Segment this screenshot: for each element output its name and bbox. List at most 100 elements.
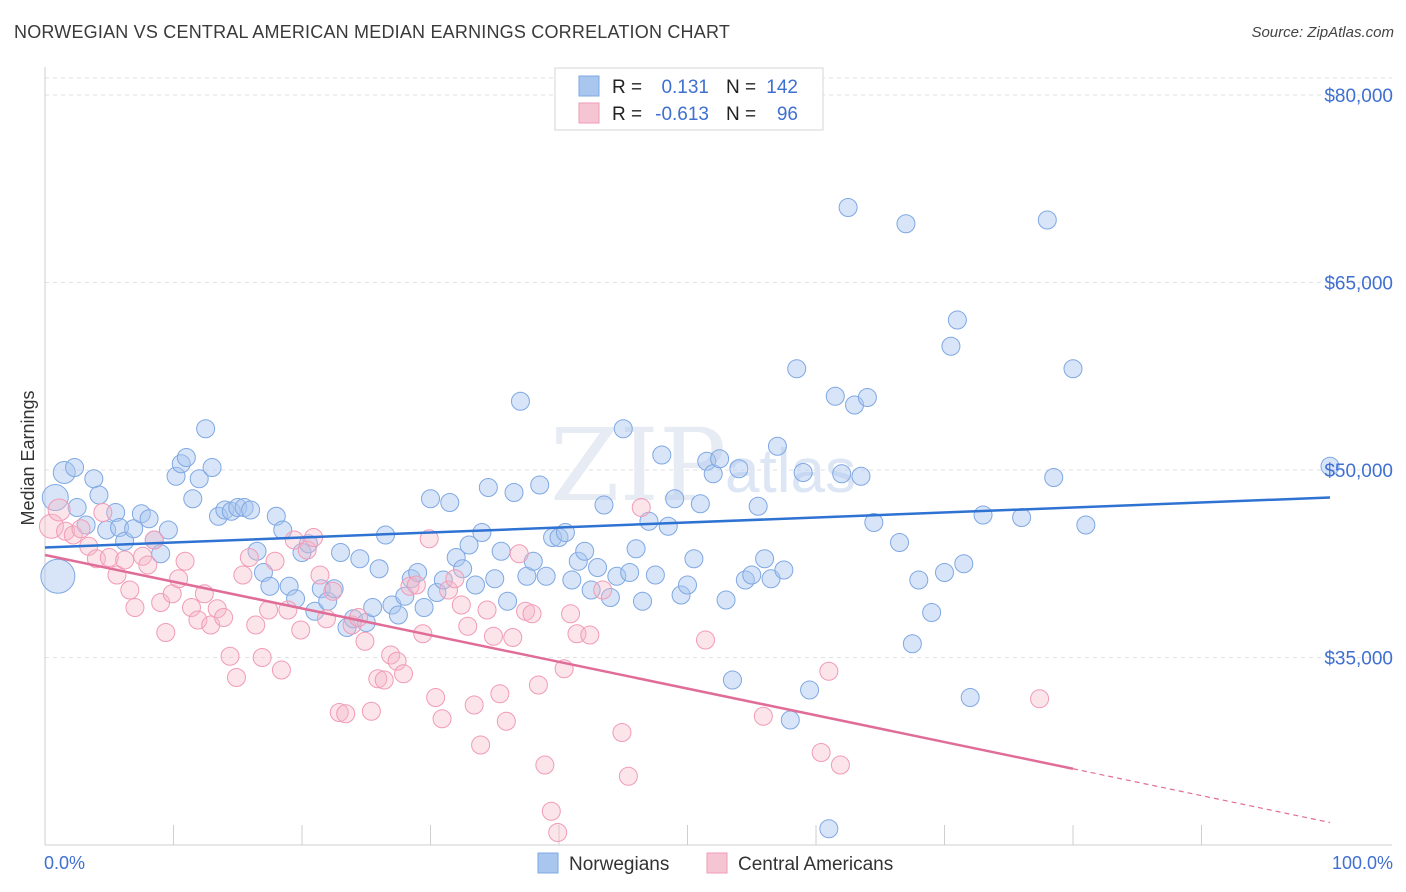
legend-n-label-2: N = bbox=[726, 104, 756, 125]
central-american-point bbox=[695, 630, 715, 650]
central-americans-points bbox=[38, 498, 1050, 842]
central-american-point bbox=[618, 766, 638, 786]
series-legend: Norwegians Central Americans bbox=[537, 852, 893, 875]
norwegian-point bbox=[588, 558, 608, 577]
x-axis-ticks bbox=[173, 825, 1202, 845]
central-american-point bbox=[246, 615, 266, 635]
norwegian-point bbox=[722, 670, 742, 690]
legend-r-label-1: R = bbox=[612, 77, 642, 98]
central-american-point bbox=[323, 581, 343, 601]
norwegian-point bbox=[427, 583, 447, 602]
central-american-point bbox=[138, 555, 158, 575]
norwegian-point bbox=[202, 458, 222, 477]
norwegian-point bbox=[671, 585, 691, 605]
central-american-point bbox=[120, 580, 140, 600]
y-axis-label: Median Earnings bbox=[18, 390, 38, 525]
norwegian-point bbox=[947, 310, 967, 330]
norwegian-point bbox=[491, 541, 511, 561]
norwegian-point bbox=[40, 558, 76, 594]
central-american-point bbox=[374, 670, 394, 690]
norwegian-point bbox=[633, 591, 653, 611]
norwegian-point bbox=[189, 469, 209, 489]
central-american-point bbox=[361, 701, 381, 721]
norwegian-point bbox=[857, 388, 877, 407]
central-american-point bbox=[458, 616, 478, 636]
central-american-point bbox=[426, 688, 446, 707]
norwegian-point bbox=[459, 535, 479, 555]
central-american-point bbox=[99, 548, 119, 567]
norwegian-point bbox=[581, 580, 601, 600]
norwegian-point bbox=[1012, 508, 1032, 527]
source-label: Source: ZipAtlas.com bbox=[1251, 24, 1394, 41]
central-american-point bbox=[593, 580, 613, 600]
norwegian-point bbox=[658, 516, 678, 536]
norwegian-point bbox=[620, 563, 640, 582]
norwegian-point bbox=[613, 419, 633, 439]
y-tick-label: $50,000 bbox=[1324, 461, 1393, 482]
norwegian-point bbox=[76, 515, 96, 535]
norwegian-point bbox=[1076, 515, 1096, 535]
norwegian-point bbox=[902, 634, 922, 654]
norwegian-point bbox=[176, 448, 196, 467]
norwegian-point bbox=[84, 469, 104, 489]
norwegian-point bbox=[388, 605, 408, 625]
norwegian-point bbox=[158, 520, 178, 540]
watermark: ZIP atlas bbox=[550, 407, 856, 524]
chart-title: NORWEGIAN VS CENTRAL AMERICAN MEDIAN EAR… bbox=[14, 22, 731, 42]
norwegian-point bbox=[498, 591, 518, 611]
norwegian-point bbox=[89, 485, 109, 505]
legend-n-value-1: 142 bbox=[766, 77, 798, 98]
central-american-point bbox=[181, 598, 201, 617]
y-tick-label: $35,000 bbox=[1324, 649, 1393, 670]
central-american-point bbox=[400, 576, 420, 596]
central-american-point bbox=[561, 604, 581, 624]
norwegian-point bbox=[767, 436, 787, 456]
norwegian-point bbox=[446, 548, 466, 567]
norwegian-point bbox=[298, 534, 318, 554]
norwegian-point bbox=[395, 586, 415, 606]
norwegian-point bbox=[504, 483, 524, 502]
central-american-point bbox=[239, 548, 259, 567]
central-american-point bbox=[220, 646, 240, 666]
series-label-central-americans: Central Americans bbox=[738, 854, 893, 875]
norwegian-point bbox=[485, 569, 505, 589]
norwegian-point bbox=[562, 570, 582, 590]
central-american-point bbox=[63, 525, 83, 545]
central-american-point bbox=[133, 546, 153, 566]
central-american-point bbox=[432, 709, 452, 729]
central-american-point bbox=[156, 623, 176, 642]
legend-r-value-1: 0.131 bbox=[661, 77, 709, 98]
central-american-point bbox=[144, 530, 164, 550]
x-tick-label-max: 100.0% bbox=[1332, 853, 1393, 873]
norwegian-point bbox=[594, 495, 614, 515]
norwegian-point bbox=[67, 498, 87, 517]
central-american-point bbox=[631, 498, 651, 517]
norwegian-point bbox=[832, 464, 852, 484]
norwegian-point bbox=[453, 559, 473, 579]
norwegian-point bbox=[221, 501, 241, 521]
central-american-point bbox=[496, 711, 516, 731]
central-american-point bbox=[406, 575, 426, 595]
axes bbox=[44, 67, 1392, 846]
norwegian-point bbox=[941, 336, 961, 356]
central-american-point bbox=[612, 723, 632, 742]
norwegian-point bbox=[825, 386, 845, 406]
norwegian-point bbox=[748, 496, 768, 516]
norwegian-point bbox=[414, 598, 434, 617]
norwegian-point bbox=[65, 458, 85, 477]
norwegian-point bbox=[536, 566, 556, 586]
central-american-point bbox=[310, 565, 330, 585]
central-american-point bbox=[490, 684, 510, 704]
norwegian-point bbox=[183, 489, 203, 509]
norwegian-point bbox=[331, 543, 351, 562]
norwegian-point bbox=[196, 419, 216, 439]
norwegian-point bbox=[139, 509, 159, 529]
norwegian-point bbox=[440, 493, 460, 512]
central-american-point bbox=[188, 610, 208, 630]
norwegian-point bbox=[960, 688, 980, 707]
central-american-point bbox=[541, 801, 561, 821]
central-american-point bbox=[477, 600, 497, 620]
norwegian-point bbox=[793, 463, 813, 482]
central-american-point bbox=[336, 704, 356, 724]
central-american-point bbox=[271, 660, 291, 680]
